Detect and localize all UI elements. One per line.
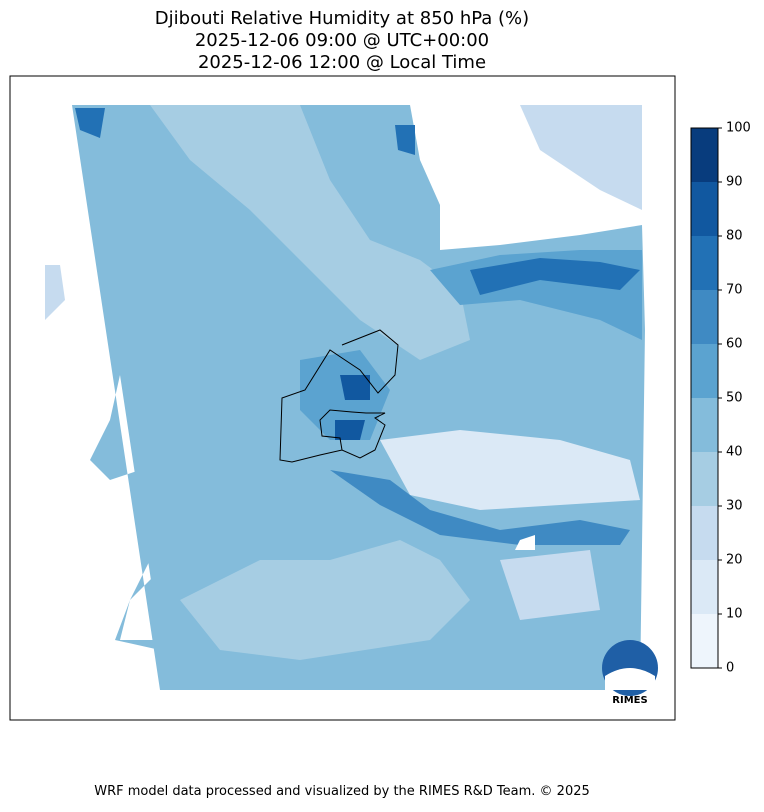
title-line: 2025-12-06 09:00 @ UTC+00:00 (195, 30, 489, 51)
title-line: Djibouti Relative Humidity at 850 hPa (%… (155, 8, 529, 29)
humidity-area (180, 540, 470, 660)
logo-wave (605, 668, 655, 690)
logo-text: RIMES (612, 695, 647, 706)
colorbar-tick-label: 80 (726, 229, 743, 244)
colorbar-level (691, 128, 718, 182)
colorbar: 0 10 20 30 40 50 60 70 80 90 100 (690, 121, 751, 676)
colorbar-tick-label: 10 (726, 607, 743, 622)
humidity-area (150, 105, 470, 360)
border (279, 329, 399, 463)
colorbar-tick-label: 100 (726, 121, 751, 136)
colorbar-level (691, 614, 718, 668)
colorbar-level (691, 398, 718, 452)
humidity-area (500, 550, 600, 620)
colorbar-level (691, 506, 718, 560)
map: RIMES (9, 75, 676, 721)
colorbar-level (691, 452, 718, 506)
colorbar-level (691, 344, 718, 398)
colorbar-tick-label: 90 (726, 175, 743, 190)
title-line: 2025-12-06 12:00 @ Local Time (198, 52, 486, 73)
colorbar-level (691, 560, 718, 614)
colorbar-tick-label: 70 (726, 283, 743, 298)
humidity-area (380, 430, 640, 510)
logo: RIMES (602, 640, 658, 706)
colorbar-tick-label: 0 (726, 661, 734, 676)
gap (515, 535, 535, 550)
colorbar-level (691, 236, 718, 290)
humidity-area (470, 258, 640, 295)
humidity-area (520, 105, 642, 210)
humidity-area (330, 470, 630, 545)
colorbar-tick-label: 60 (726, 337, 743, 352)
colorbar-tick-label: 20 (726, 553, 743, 568)
colorbar-tick-label: 50 (726, 391, 743, 406)
colorbar-tick-label: 40 (726, 445, 743, 460)
colorbar-tick-label: 30 (726, 499, 743, 514)
humidity-area (335, 375, 370, 440)
humidity-area (45, 265, 65, 320)
colorbar-level (691, 182, 718, 236)
colorbar-level (691, 290, 718, 344)
footer: WRF model data processed and visualized … (94, 784, 590, 799)
